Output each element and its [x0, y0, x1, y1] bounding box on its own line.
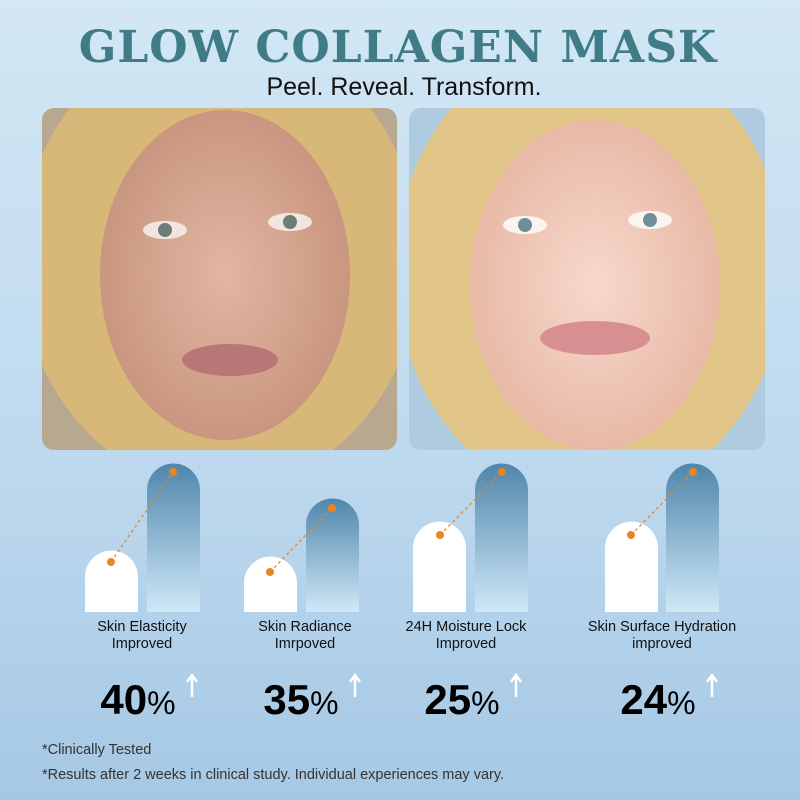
- footnote: *Results after 2 weeks in clinical study…: [42, 767, 504, 783]
- up-arrow: [348, 672, 362, 697]
- up-arrow: [185, 672, 199, 697]
- stat-unit: %: [147, 685, 175, 721]
- before-photo: [42, 108, 397, 450]
- stat-number: 40: [100, 676, 147, 723]
- stat-value: 25%: [424, 676, 499, 723]
- title: GLOW COLLAGEN MASK: [79, 22, 718, 73]
- stat-label: Imrpoved: [275, 636, 335, 652]
- bars-1: [85, 463, 200, 612]
- stat-unit: %: [310, 685, 338, 721]
- stat-label: Skin Elasticity: [97, 619, 187, 635]
- after-photo: [409, 108, 765, 450]
- stat-label: Skin Radiance: [258, 619, 352, 635]
- bars-2: [244, 498, 359, 612]
- stat-label: Improved: [436, 636, 496, 652]
- stat-unit: %: [471, 685, 499, 721]
- stat-unit: %: [667, 685, 695, 721]
- stat-label: 24H Moisture Lock: [406, 619, 528, 635]
- stat-label: Improved: [112, 636, 172, 652]
- bars-4: [605, 463, 719, 612]
- stat-number: 24: [620, 676, 667, 723]
- footnote: *Clinically Tested: [42, 742, 151, 758]
- stat-value: 35%: [263, 676, 338, 723]
- stat-label: Skin Surface Hydration: [588, 619, 736, 635]
- up-arrow: [705, 672, 719, 697]
- subtitle: Peel. Reveal. Transform.: [266, 73, 541, 101]
- stat-value: 40%: [100, 676, 175, 723]
- stat-number: 25: [424, 676, 471, 723]
- bars-3: [413, 463, 528, 612]
- stat-label: improved: [632, 636, 692, 652]
- stat-value: 24%: [620, 676, 695, 723]
- stat-number: 35: [263, 676, 310, 723]
- up-arrow: [509, 672, 523, 697]
